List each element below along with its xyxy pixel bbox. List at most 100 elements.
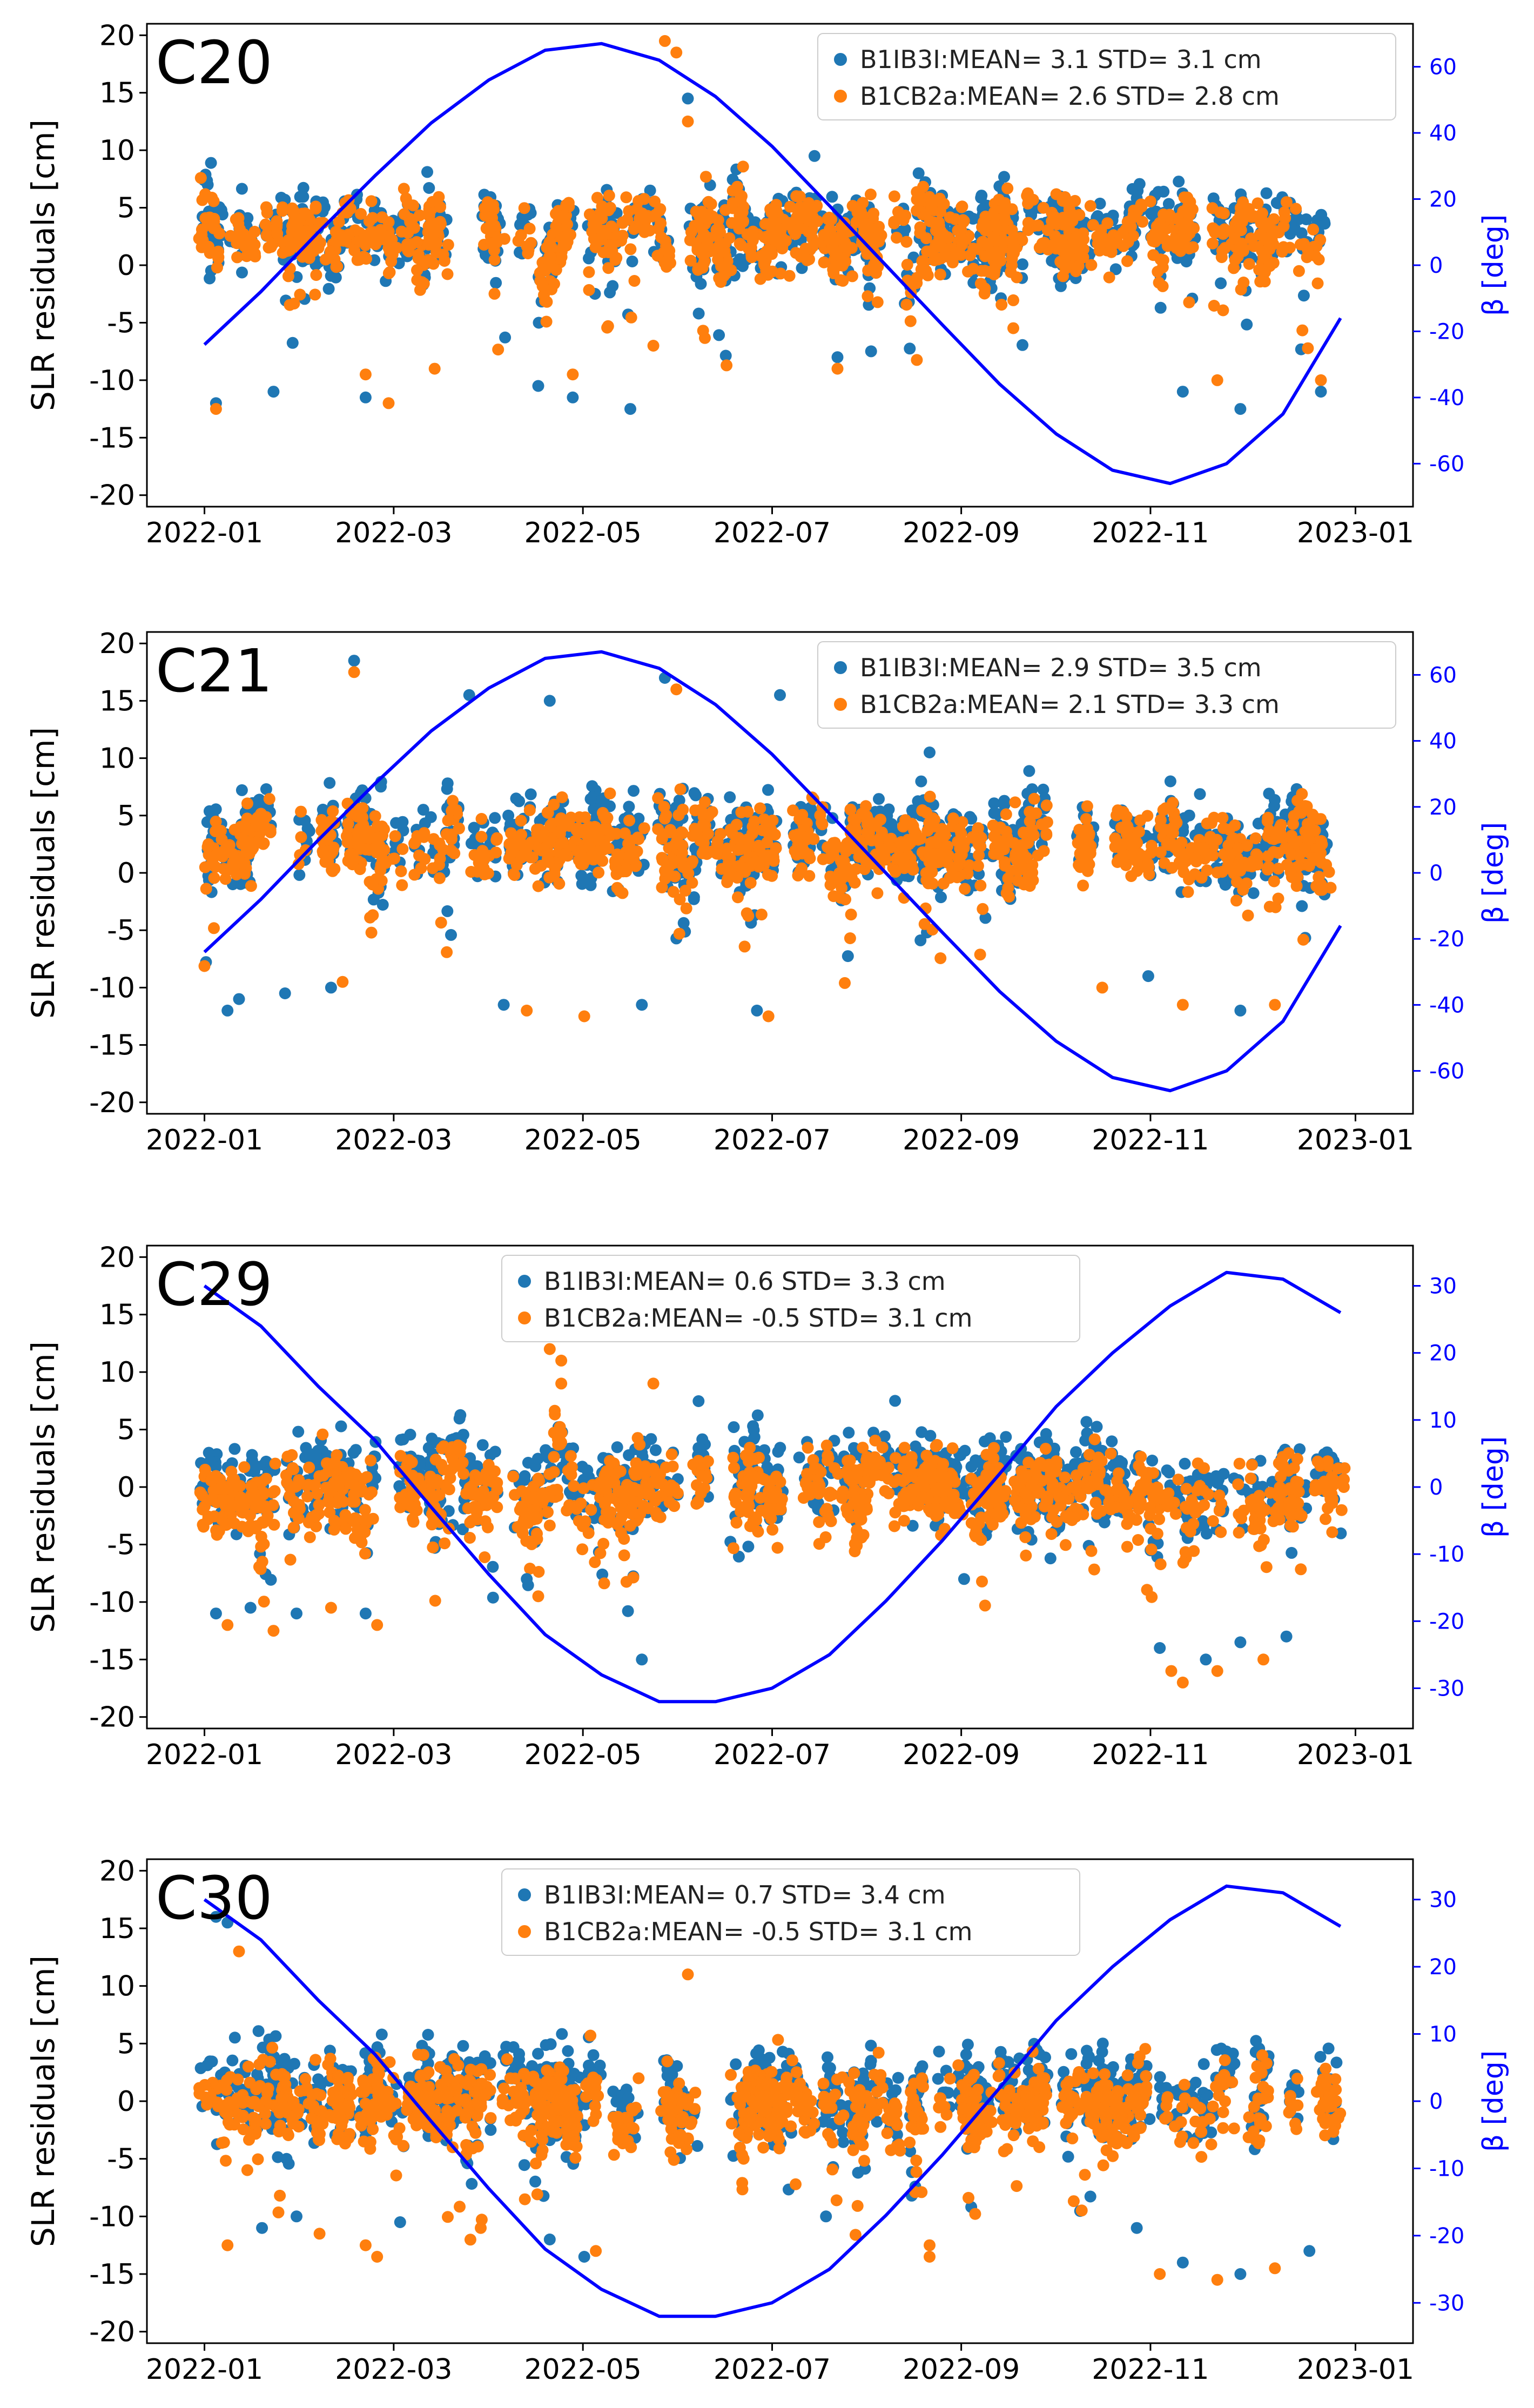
point-b1cb2a (557, 210, 569, 222)
point-b1ib3i (906, 804, 918, 817)
point-b1cb2a (208, 872, 220, 884)
point-b1cb2a (761, 818, 773, 831)
point-b1cb2a (769, 829, 781, 841)
point-b1cb2a (799, 243, 812, 255)
point-b1cb2a (978, 287, 991, 300)
point-b1cb2a (924, 215, 936, 227)
point-b1cb2a (845, 909, 857, 921)
outlier-point-b1ib3i (348, 655, 360, 667)
point-b1cb2a (909, 829, 921, 841)
point-b1cb2a (1027, 829, 1039, 842)
point-b1cb2a (905, 818, 918, 830)
point-b1cb2a (827, 245, 840, 257)
point-b1ib3i (524, 788, 537, 801)
point-b1cb2a (482, 867, 494, 879)
point-b1cb2a (871, 835, 884, 847)
point-b1cb2a (1287, 818, 1299, 830)
point-b1cb2a (593, 833, 605, 846)
point-b1cb2a (1156, 280, 1169, 292)
legend-marker-b1cb2a (834, 90, 847, 103)
point-b1cb2a (1141, 810, 1154, 822)
point-b1ib3i (468, 822, 480, 834)
outlier-point-b1cb2a (382, 397, 395, 409)
point-b1cb2a (1323, 866, 1335, 878)
point-b1cb2a (1272, 846, 1284, 859)
point-b1cb2a (871, 296, 884, 308)
y-tick-label: -5 (107, 914, 135, 947)
point-b1cb2a (633, 833, 645, 845)
y2-tick-label: -40 (1429, 386, 1464, 411)
point-b1cb2a (388, 852, 401, 865)
point-b1cb2a (701, 237, 714, 249)
point-b1cb2a (929, 848, 941, 860)
point-b1cb2a (309, 288, 321, 301)
y-tick-label: 0 (117, 857, 135, 890)
point-b1cb2a (1154, 217, 1166, 229)
point-b1cb2a (227, 857, 239, 869)
y-tick-label: 10 (99, 743, 135, 775)
point-b1cb2a (974, 879, 987, 892)
point-b1cb2a (578, 825, 590, 837)
point-b1cb2a (959, 883, 971, 895)
point-b1ib3i (499, 331, 512, 344)
point-b1cb2a (593, 866, 605, 879)
point-b1cb2a (1038, 237, 1051, 249)
point-b1cb2a (248, 239, 261, 251)
point-b1ib3i (873, 793, 885, 805)
point-b1cb2a (340, 830, 353, 842)
point-b1cb2a (827, 264, 839, 276)
point-b1cb2a (735, 196, 747, 208)
point-b1cb2a (712, 214, 724, 226)
point-b1ib3i (441, 777, 454, 790)
point-b1cb2a (1100, 236, 1113, 248)
point-b1cb2a (1262, 811, 1274, 824)
outlier-point-b1ib3i (1142, 970, 1154, 983)
point-b1cb2a (1084, 200, 1096, 212)
x-tick-label: 2022-03 (335, 517, 452, 549)
point-b1cb2a (1207, 237, 1219, 250)
point-b1cb2a (1241, 839, 1253, 851)
point-b1cb2a (711, 241, 724, 254)
point-b1ib3i (1183, 809, 1195, 822)
point-b1ib3i (317, 803, 329, 816)
point-b1ib3i (988, 807, 1000, 819)
point-b1cb2a (1143, 868, 1155, 880)
point-b1cb2a (901, 259, 913, 271)
point-b1cb2a (490, 846, 502, 859)
point-b1cb2a (413, 849, 425, 862)
y-axis-label: SLR residuals [cm] (25, 727, 62, 1019)
point-b1cb2a (1208, 300, 1220, 312)
point-b1cb2a (1217, 304, 1229, 317)
point-b1cb2a (376, 211, 388, 224)
point-b1cb2a (485, 237, 497, 250)
point-b1ib3i (286, 337, 299, 349)
point-b1ib3i (369, 1472, 382, 1484)
point-b1cb2a (1122, 218, 1134, 230)
outlier-point-b1ib3i (279, 987, 291, 999)
point-b1cb2a (265, 241, 277, 253)
point-b1cb2a (591, 192, 603, 204)
point-b1ib3i (935, 891, 947, 904)
x-tick-label: 2022-05 (524, 1124, 642, 1156)
y2-tick-label: 0 (1429, 253, 1443, 278)
point-b1cb2a (238, 857, 251, 870)
point-b1ib3i (842, 950, 854, 963)
point-b1cb2a (573, 854, 585, 866)
point-b1cb2a (282, 235, 295, 247)
outlier-point-b1ib3i (532, 380, 544, 392)
outlier-point-b1cb2a (670, 683, 683, 696)
point-b1cb2a (620, 191, 633, 204)
point-b1cb2a (219, 844, 231, 856)
point-b1ib3i (1017, 339, 1028, 351)
point-b1cb2a (434, 839, 446, 851)
point-b1cb2a (402, 197, 414, 210)
point-b1cb2a (1007, 240, 1019, 253)
point-b1cb2a (1166, 827, 1178, 839)
point-b1cb2a (1297, 933, 1309, 946)
x-tick-label: 2022-11 (1092, 517, 1209, 549)
point-b1ib3i (426, 1432, 438, 1445)
point-b1cb2a (686, 877, 698, 889)
point-b1ib3i (419, 817, 431, 830)
point-b1cb2a (376, 829, 388, 842)
point-b1cb2a (977, 903, 989, 915)
